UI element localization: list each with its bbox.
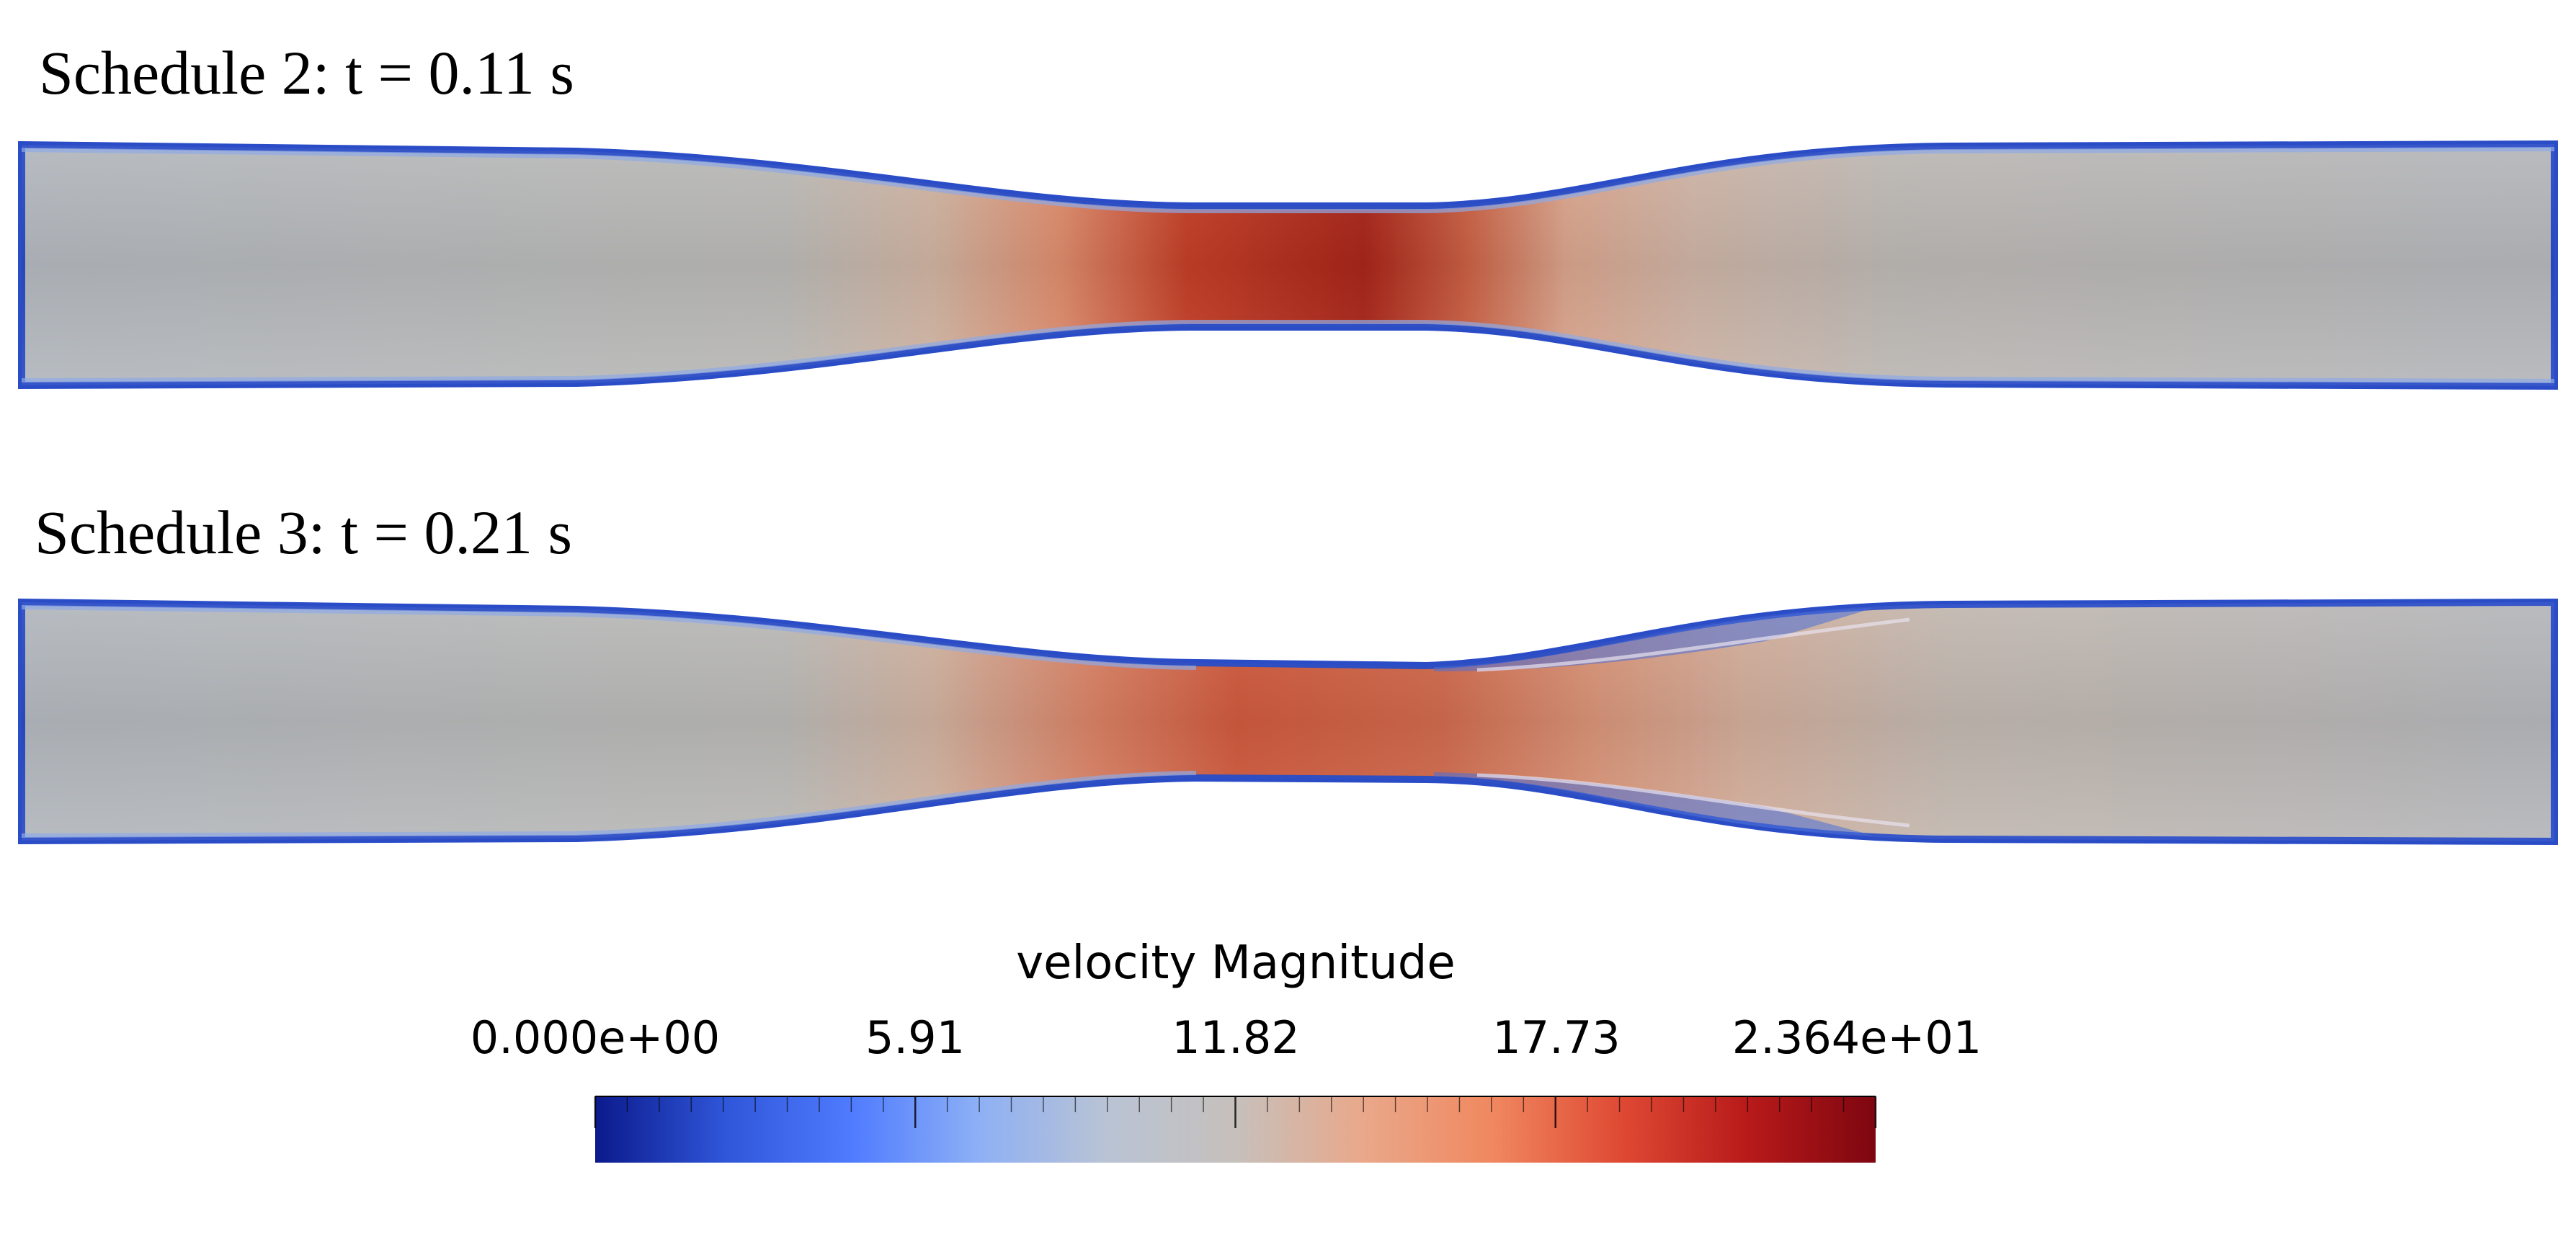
colorbar-tick-label-1: 5.91 — [865, 1011, 966, 1064]
panel-title: Schedule 2: t = 0.11 s — [39, 38, 574, 107]
colorbar-title: velocity Magnitude — [1016, 936, 1456, 990]
velocity-field-schedule-2 — [18, 140, 2558, 390]
colorbar-tick-label-2: 11.82 — [1172, 1011, 1300, 1064]
velocity-field-schedule-3 — [18, 598, 2558, 846]
colorbar-tick-label-min: 0.000e+00 — [470, 1011, 721, 1064]
colorbar-tick-label-max: 2.364e+01 — [1732, 1011, 1982, 1064]
colorbar-tick-label-3: 17.73 — [1492, 1011, 1621, 1064]
panel-title: Schedule 3: t = 0.21 s — [35, 498, 572, 567]
